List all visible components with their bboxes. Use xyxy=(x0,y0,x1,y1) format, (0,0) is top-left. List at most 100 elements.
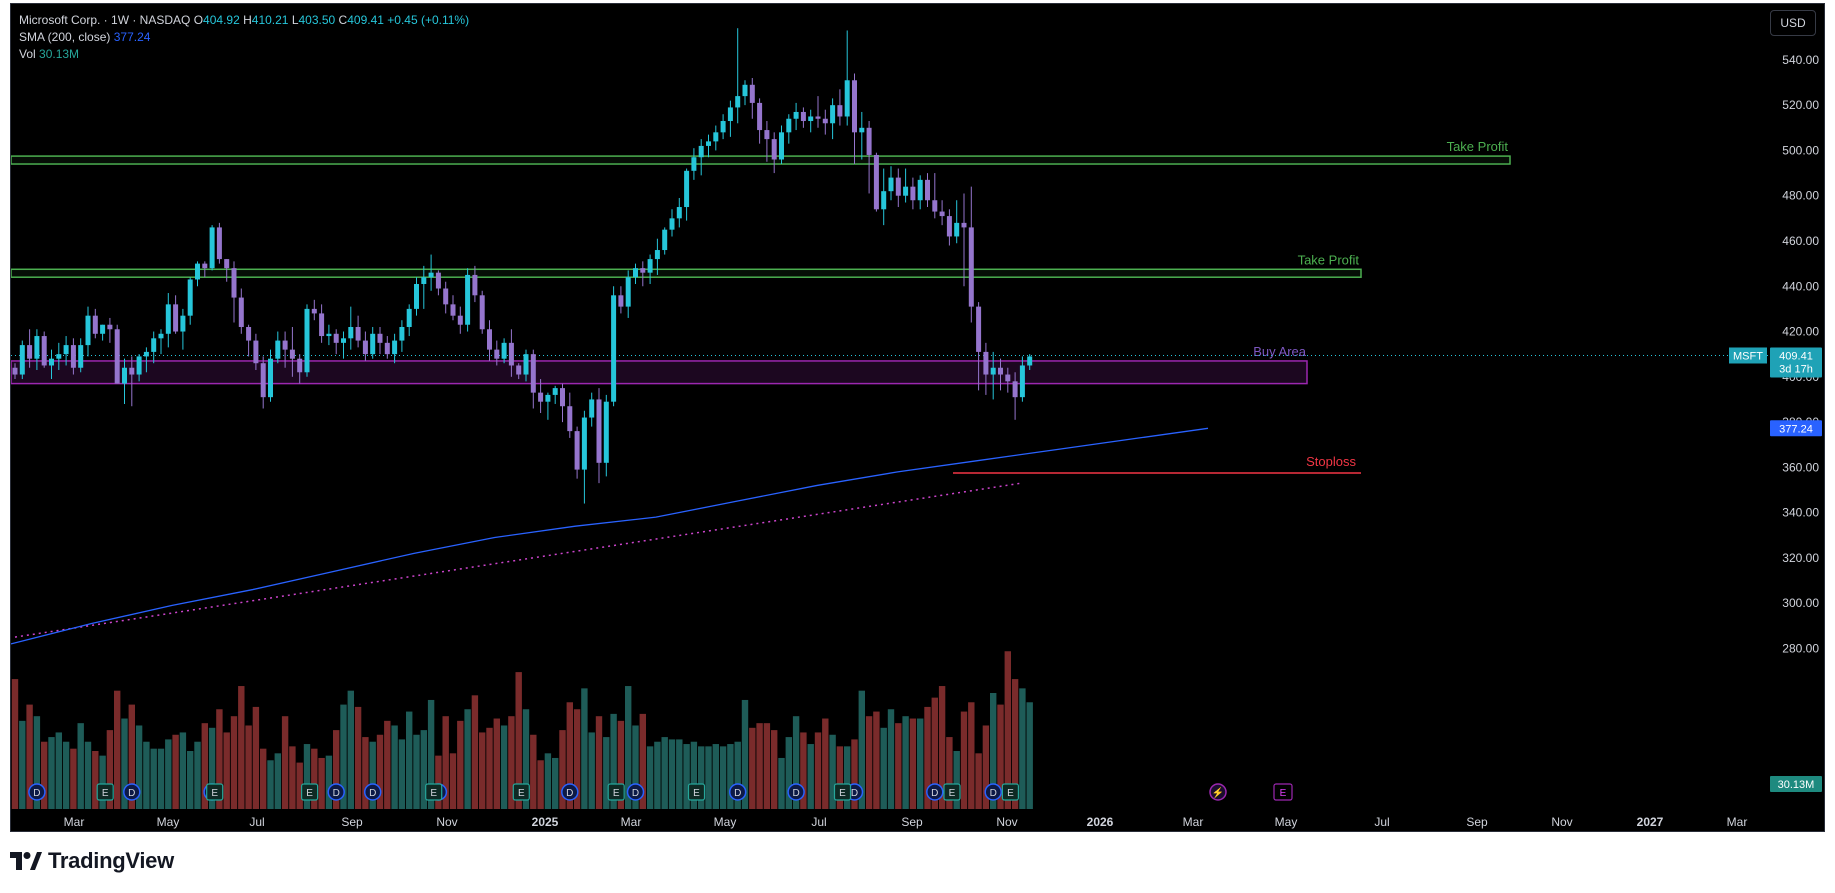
volume-bar xyxy=(318,757,325,809)
volume-bar xyxy=(384,720,391,809)
candle xyxy=(479,290,485,334)
time-tick-label: 2026 xyxy=(1087,815,1114,829)
volume-bar xyxy=(749,727,756,809)
dividend-marker-circle xyxy=(28,783,46,801)
candle xyxy=(844,30,850,126)
candle xyxy=(173,295,179,334)
candle-body xyxy=(246,326,252,341)
currency-button[interactable]: USD xyxy=(1770,10,1816,36)
symbol-badge-bg xyxy=(1729,347,1767,364)
volume-bar xyxy=(522,709,530,809)
sma-label: SMA (200, close) xyxy=(19,30,111,44)
price-chart[interactable]: Take Profit Take Profit Buy Area Stoploss D… xyxy=(11,4,1825,832)
candle xyxy=(720,114,726,140)
volume-bar xyxy=(128,704,135,809)
volume-bar xyxy=(245,725,252,809)
candle xyxy=(633,263,638,284)
candle-body xyxy=(187,279,193,316)
candle-body xyxy=(647,259,653,273)
legend-open: 404.92 xyxy=(203,13,240,27)
volume-bar xyxy=(559,730,566,809)
candle-body xyxy=(990,367,996,375)
time-tick-label: May xyxy=(157,815,180,829)
candle xyxy=(932,173,938,219)
candle-body xyxy=(362,340,368,355)
candle xyxy=(1019,356,1025,402)
candle-body xyxy=(917,179,923,201)
volume-bar xyxy=(785,737,792,809)
candle xyxy=(253,333,259,371)
candle xyxy=(618,286,624,314)
legend-close: 409.41 xyxy=(347,13,384,27)
time-tick-label: 2027 xyxy=(1637,815,1664,829)
candle xyxy=(311,299,317,321)
dividend-marker-label: D xyxy=(333,788,340,799)
time-tick-label: Nov xyxy=(1551,815,1572,829)
candle-body xyxy=(611,295,617,402)
candle xyxy=(304,304,310,377)
candle xyxy=(873,152,879,212)
candle xyxy=(100,324,106,341)
legend-vol-row[interactable]: Vol 30.13M xyxy=(19,46,469,63)
volume-bar xyxy=(464,709,471,809)
candle-body xyxy=(114,329,120,384)
candle-body xyxy=(698,145,704,158)
candle xyxy=(516,363,522,380)
candle xyxy=(275,331,281,364)
volume-bar xyxy=(435,755,442,809)
candle-body xyxy=(516,365,522,375)
candle-body xyxy=(545,394,551,402)
vol-label: Vol xyxy=(19,47,36,61)
candle xyxy=(647,254,653,284)
volume-bar xyxy=(208,727,216,809)
candle-body xyxy=(41,336,47,366)
earnings-marker-box xyxy=(943,783,961,801)
candle-body xyxy=(640,268,646,273)
candle-body xyxy=(662,229,668,251)
volume-bar xyxy=(858,690,865,809)
volume-bar xyxy=(566,702,573,809)
volume-bar xyxy=(625,686,632,809)
candle xyxy=(238,288,244,334)
candle-body xyxy=(443,288,449,305)
candle-body xyxy=(63,345,69,355)
volume-bar xyxy=(909,718,917,809)
candle xyxy=(341,331,346,359)
price-tick-label: 340.00 xyxy=(1782,506,1819,520)
chart-frame[interactable]: Take Profit Take Profit Buy Area Stoploss D… xyxy=(10,3,1825,832)
volume-bar xyxy=(457,720,464,809)
candle-body xyxy=(633,268,638,278)
candle xyxy=(282,331,288,368)
candle-body xyxy=(976,306,982,352)
candle xyxy=(333,329,339,355)
volume-bar xyxy=(19,720,26,809)
candle xyxy=(472,265,478,303)
candle xyxy=(224,259,230,282)
candle xyxy=(742,80,748,106)
dividend-marker-icon: D xyxy=(561,783,579,801)
candle xyxy=(392,333,398,364)
candle-body xyxy=(304,308,310,373)
earnings-marker-label: E xyxy=(839,788,846,799)
candle-body xyxy=(749,84,755,103)
volume-bar xyxy=(121,718,128,809)
volume-badge-text: 30.13M xyxy=(1778,779,1815,791)
candle xyxy=(260,356,266,409)
candle-body xyxy=(34,336,40,359)
legend-sma-row[interactable]: SMA (200, close) 377.24 xyxy=(19,29,469,46)
volume-bar xyxy=(814,732,822,809)
earnings-marker-icon: E xyxy=(301,783,319,801)
candle xyxy=(494,340,500,366)
candle xyxy=(487,320,492,361)
last-price-badge-text: 409.41 xyxy=(1779,350,1813,362)
dividend-marker-label: D xyxy=(632,788,639,799)
volume-bar xyxy=(931,697,938,809)
dividend-marker-icon: D xyxy=(626,783,645,801)
candle-body xyxy=(487,329,492,350)
candle-body xyxy=(925,179,930,201)
candle-body xyxy=(771,139,777,160)
candle xyxy=(990,351,996,400)
volume-bar xyxy=(1011,679,1019,809)
candle xyxy=(640,261,646,287)
earnings-marker-icon: E xyxy=(206,783,224,801)
